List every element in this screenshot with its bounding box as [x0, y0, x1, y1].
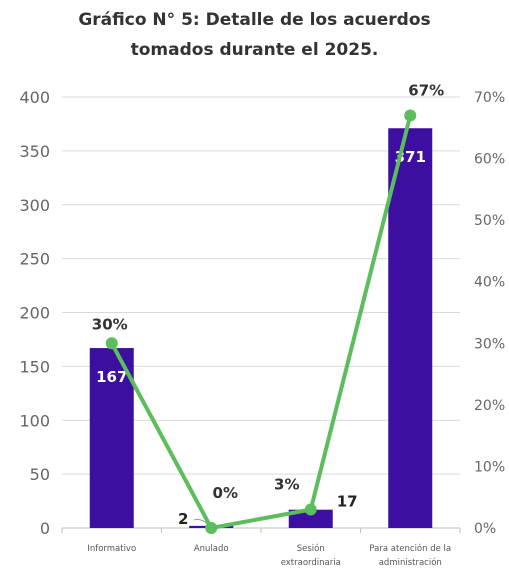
bar-data-label: 167 [96, 368, 127, 386]
x-category-label: administración [379, 557, 442, 568]
y-left-tick-label: 400 [19, 88, 50, 107]
x-category-label: Para atención de la [369, 543, 451, 554]
percentage-line [109, 114, 413, 530]
y-left-tick-label: 100 [19, 411, 50, 430]
line-data-label: 3% [274, 476, 299, 494]
y-right-tick-label: 10% [474, 459, 505, 475]
y-right-tick-label: 40% [474, 275, 505, 291]
line-point [304, 503, 317, 516]
line-point [105, 337, 118, 350]
y-left-tick-label: 0 [40, 519, 50, 538]
y-left-tick-label: 250 [19, 250, 50, 269]
x-category-label: Anulado [194, 544, 229, 554]
chart-title-line1: Gráfico N° 5: Detalle de los acuerdos [78, 10, 431, 30]
y-right-tick-label: 0% [474, 521, 496, 537]
y-right-tick-label: 70% [474, 90, 505, 106]
line-point [404, 109, 417, 122]
chart-title-line2: tomados durante el 2025. [130, 40, 379, 60]
y-right-tick-label: 30% [474, 336, 505, 352]
bar [89, 348, 134, 528]
y-right-tick-label: 50% [474, 213, 505, 229]
y-left-tick-label: 200 [19, 304, 50, 323]
line-data-label: 30% [92, 315, 128, 333]
y-left-tick-label: 150 [19, 357, 50, 376]
y-right-tick-label: 60% [474, 152, 505, 168]
y-left-tick-label: 300 [19, 196, 50, 215]
x-category-label: extraordinaria [281, 558, 341, 568]
x-category-label: Informativo [87, 544, 136, 554]
line-point [205, 522, 218, 534]
y-right-tick-label: 20% [474, 398, 505, 414]
y-left-tick-label: 50 [30, 465, 50, 484]
line-data-label: 0% [213, 484, 238, 502]
line-data-label: 67% [408, 81, 444, 99]
bar [288, 509, 333, 528]
bar-data-label: 2 [178, 510, 188, 528]
x-category-label: Sesión [297, 543, 325, 554]
bar [388, 128, 433, 528]
bar-data-label: 17 [337, 493, 358, 511]
y-left-tick-label: 350 [19, 142, 50, 161]
